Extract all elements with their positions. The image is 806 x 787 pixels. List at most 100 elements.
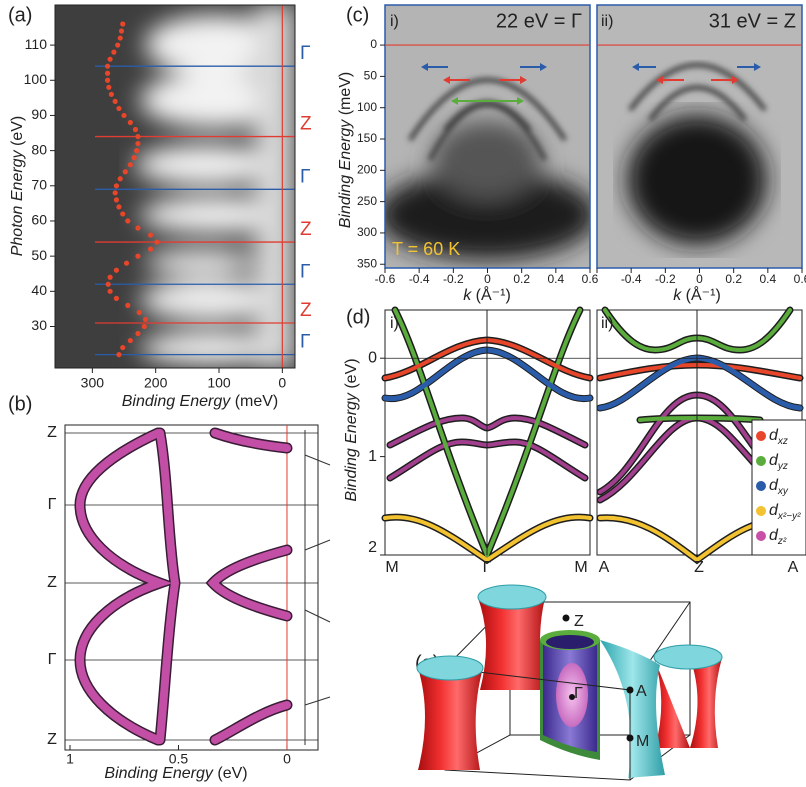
- dispersion-point: [104, 77, 111, 83]
- dispersion-point: [122, 169, 128, 175]
- legend-entry: dyz: [769, 452, 788, 471]
- k-label: Z: [47, 574, 57, 591]
- k-label: Z: [47, 731, 57, 748]
- x-tick-label: 0.2: [513, 272, 530, 286]
- y-tick-label: 250: [357, 194, 377, 208]
- k-label: Z: [694, 559, 704, 576]
- legend-subscript: yz: [777, 461, 788, 472]
- subpanel-title: 22 eV = Γ: [496, 10, 582, 32]
- dispersion-point: [112, 190, 118, 196]
- dispersion-point: [113, 295, 120, 301]
- temperature: T = 60 K: [392, 239, 460, 259]
- y-tick-label: 80: [31, 141, 47, 157]
- x-tick-label: 0.4: [759, 272, 776, 286]
- dispersion-point: [127, 337, 133, 344]
- y-tick-label: 50: [31, 247, 47, 263]
- dispersion-point: [104, 70, 111, 76]
- x-axis-title: k (Å⁻¹): [673, 285, 721, 304]
- y-tick-label: 0: [368, 349, 377, 366]
- legend-entry: dx²−y²: [769, 502, 801, 521]
- high-symmetry-label: Γ: [300, 43, 310, 64]
- y-tick-label: 2: [368, 539, 377, 556]
- axis-title-text: Binding Energy: [122, 393, 232, 410]
- high-symmetry-label: Z: [300, 300, 312, 321]
- x-tick-label: -0.4: [409, 272, 430, 286]
- y-tick-label: 100: [357, 100, 377, 114]
- point-label: Γ: [574, 685, 583, 702]
- subpanel-index: i): [390, 13, 399, 30]
- legend-subscript: xy: [777, 486, 789, 497]
- k-label: Z: [47, 424, 57, 441]
- panel-label: (c): [346, 4, 369, 26]
- dispersion-point: [141, 323, 147, 330]
- dispersion-point: [116, 105, 122, 112]
- y-tick-label: 150: [357, 131, 377, 145]
- legend-symbol: d: [769, 452, 779, 469]
- legend-subscript: xz: [777, 436, 788, 447]
- legend-symbol: d: [769, 502, 779, 519]
- axis-unit: (eV): [343, 358, 360, 388]
- point-label: A: [636, 683, 647, 700]
- high-symmetry-label: Γ: [300, 261, 310, 282]
- x-tick-label: 0.6: [582, 272, 599, 286]
- dispersion-point: [117, 35, 123, 41]
- axis-unit: (meV): [235, 393, 279, 410]
- dispersion-point: [142, 316, 149, 323]
- axis-unit: (eV): [217, 765, 247, 782]
- x-tick-label: 0.6: [794, 272, 806, 286]
- dispersion-point: [116, 204, 122, 210]
- k-label: Γ: [483, 559, 492, 576]
- plot-frame: [64, 424, 319, 751]
- dispersion-point: [132, 126, 139, 133]
- axis-unit: (eV): [9, 116, 26, 146]
- dispersion-point: [136, 309, 142, 316]
- x-tick-label: 0.5: [169, 751, 189, 767]
- dispersion-point: [135, 140, 141, 147]
- high-symmetry-label: Γ: [300, 166, 310, 187]
- legend-marker: [756, 431, 766, 441]
- dispersion-point: [118, 28, 125, 34]
- x-tick-label: 0.4: [547, 272, 564, 286]
- legend-marker: [756, 481, 766, 491]
- legend-symbol: d: [769, 527, 779, 544]
- axis-title-text: k: [673, 287, 682, 304]
- dispersion-point: [135, 330, 141, 337]
- point-label: Z: [574, 613, 584, 630]
- dispersion-point: [154, 239, 160, 245]
- dispersion-point: [125, 218, 131, 224]
- y-tick-label: 110: [25, 36, 48, 52]
- legend-marker: [756, 506, 766, 516]
- y-axis-title: Photon Energy (eV): [9, 116, 26, 257]
- y-tick-label: 1: [368, 448, 377, 465]
- subpanel-index: i): [390, 315, 399, 332]
- dispersion-point: [135, 253, 141, 259]
- x-tick-label: 0: [696, 272, 703, 286]
- legend-symbol: d: [769, 477, 779, 494]
- panel-label: (b): [8, 393, 32, 415]
- x-tick-label: -0.4: [621, 272, 642, 286]
- y-tick-label: 50: [364, 69, 378, 83]
- arpes-image-c2: [597, 5, 802, 268]
- axis-title-text: Binding Energy: [104, 765, 214, 782]
- axis-title-text: Binding Energy: [337, 119, 354, 229]
- dispersion-point: [135, 225, 141, 231]
- dispersion-point: [107, 274, 113, 280]
- x-tick-label: 1: [66, 751, 74, 767]
- x-tick-label: 0.2: [725, 272, 742, 286]
- dispersion-point: [125, 302, 131, 308]
- high-symmetry-label: Γ: [300, 332, 310, 353]
- dispersion-point: [123, 260, 130, 266]
- dispersion-point: [117, 176, 123, 182]
- axis-unit: (Å⁻¹): [476, 285, 511, 304]
- x-tick-label: 0: [278, 375, 286, 391]
- y-axis-title: Binding Energy (eV): [343, 358, 360, 501]
- y-tick-label: 90: [31, 106, 47, 122]
- x-tick-label: 200: [144, 375, 168, 391]
- dispersion-point: [120, 21, 126, 27]
- dispersion-point: [111, 49, 117, 55]
- arpes-image-a: [55, 5, 295, 368]
- dispersion-point: [131, 155, 137, 161]
- x-tick-label: 100: [207, 375, 231, 391]
